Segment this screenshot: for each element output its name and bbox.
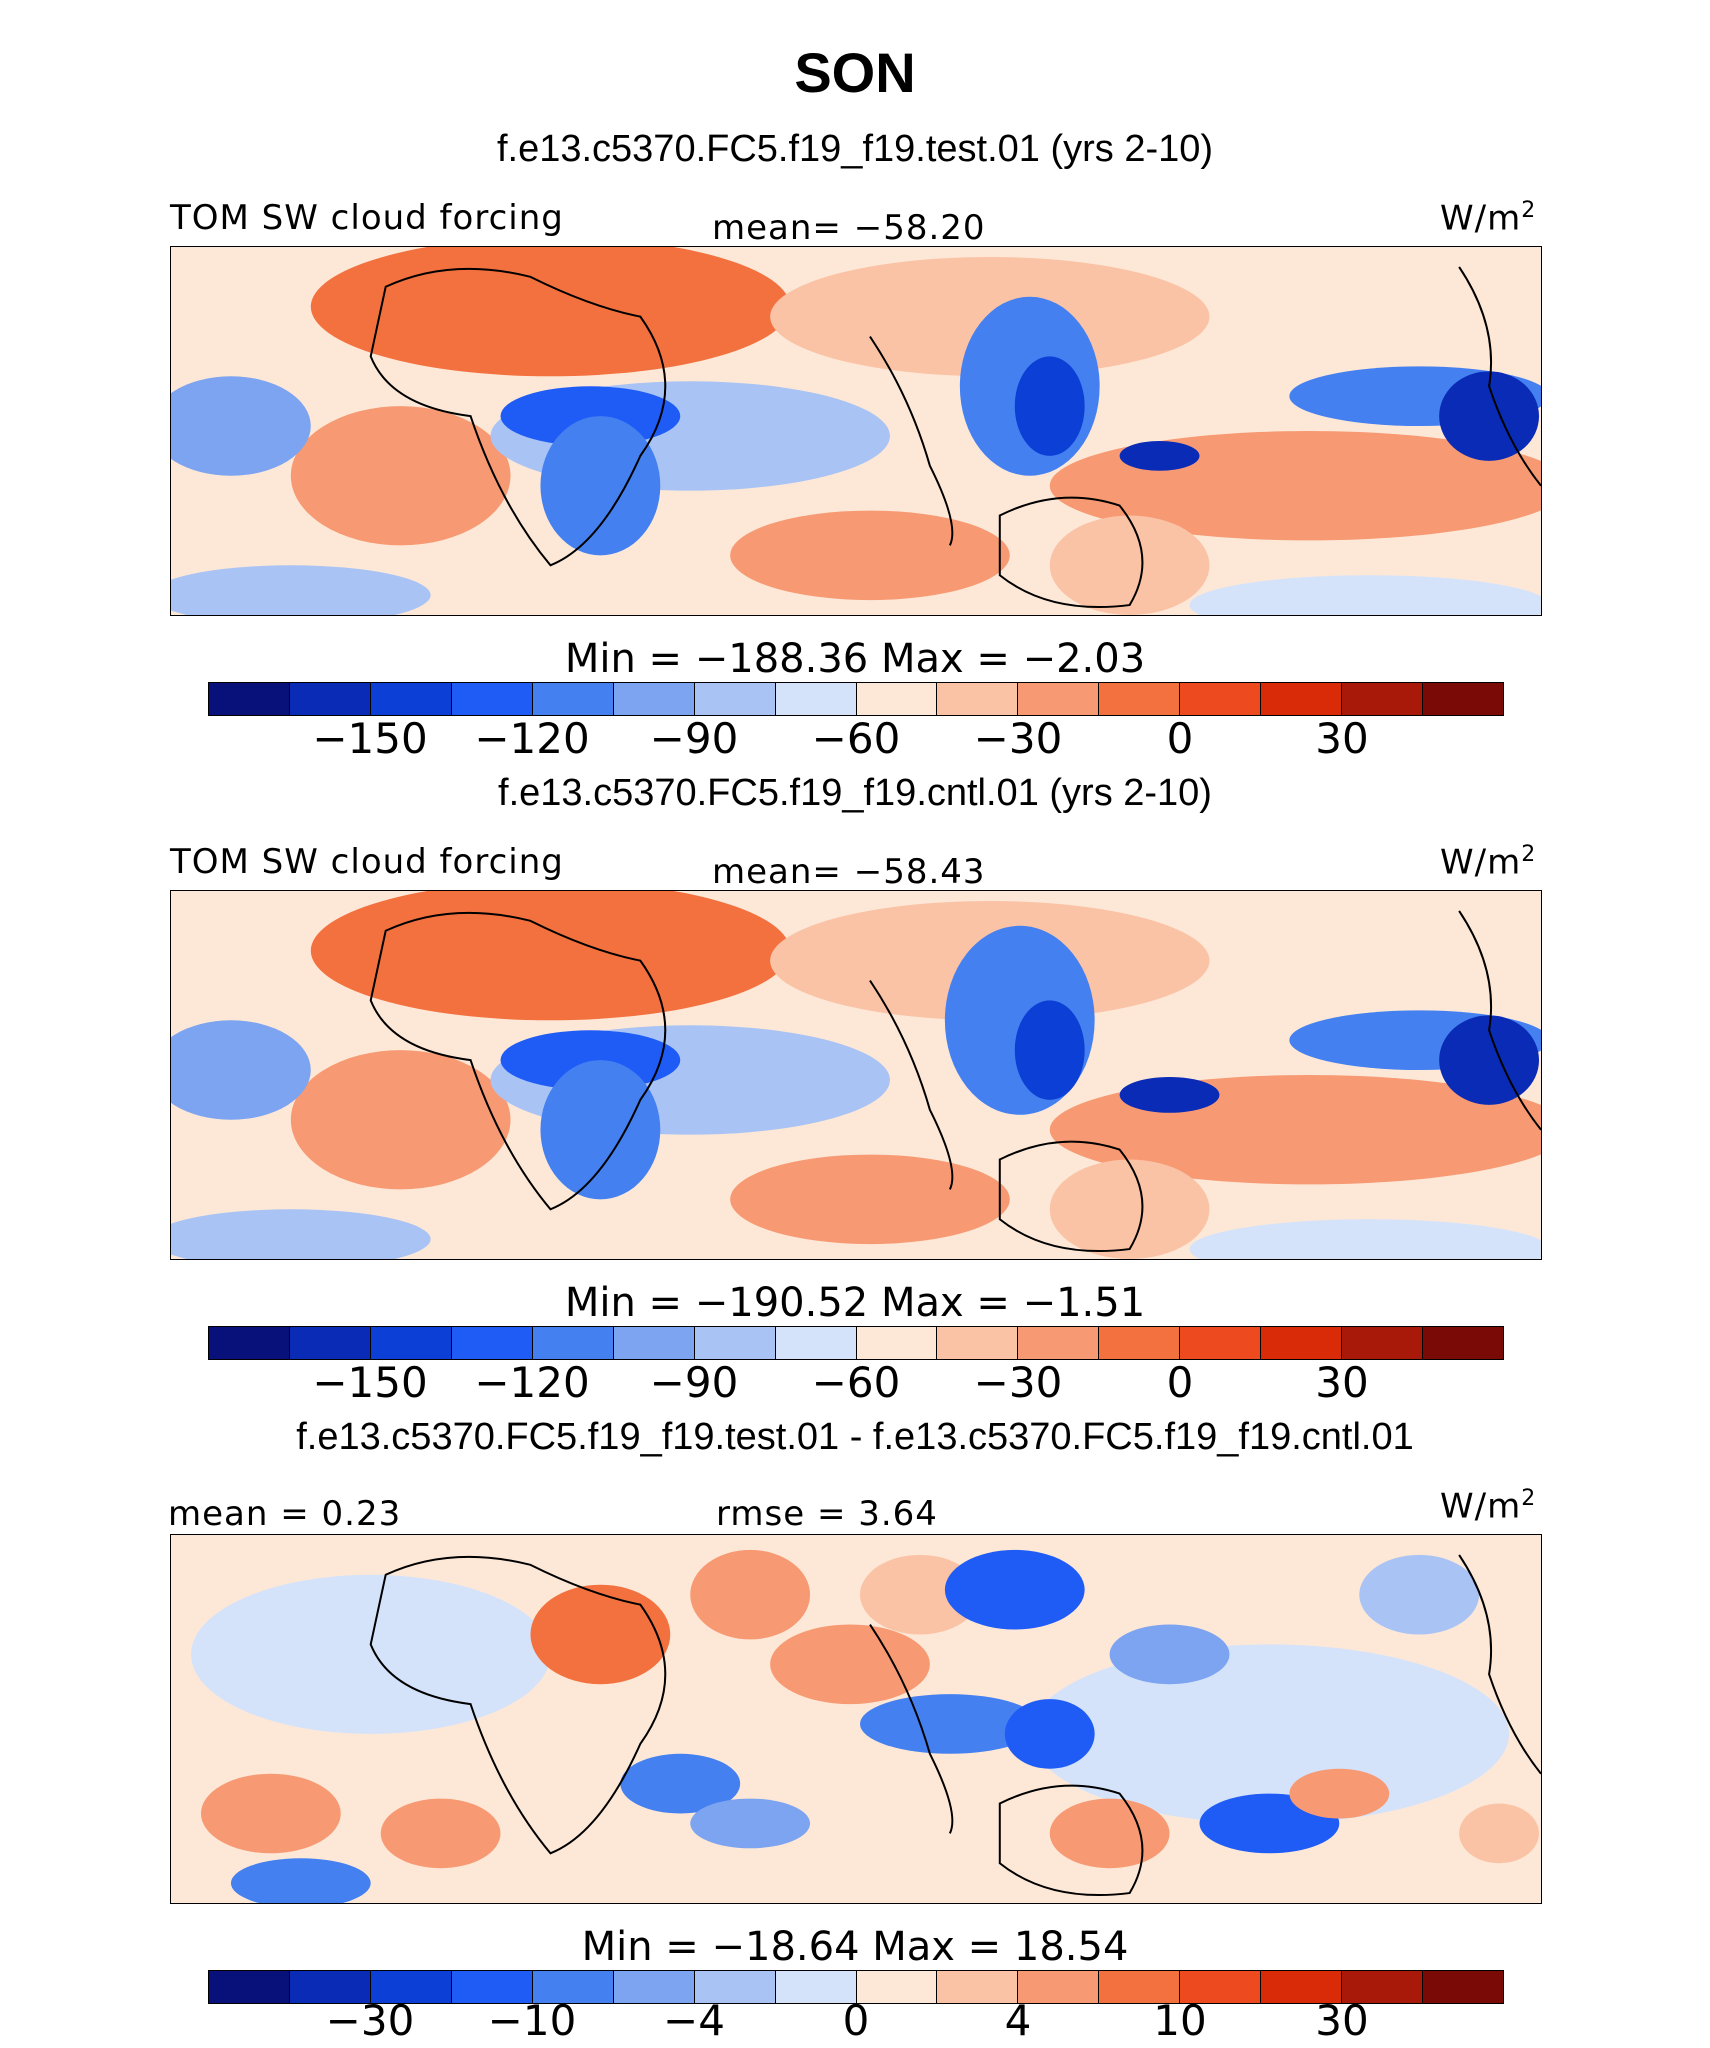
panel2-minmax: Min = −190.52 Max = −1.51 <box>564 1280 1146 1326</box>
colorbar-swatch <box>856 1971 938 2003</box>
panel2-tick-label: −150 <box>312 1358 428 1407</box>
panel1-colorbar-ticks: −150 −120 −90 −60 −30 0 30 <box>208 714 1504 768</box>
colorbar-swatch <box>289 1327 371 1359</box>
colorbar-swatch <box>1261 683 1343 715</box>
panel2-units: W/m2 <box>1440 842 1537 883</box>
colorbar-swatch <box>532 1971 614 2003</box>
colorbar-swatch <box>775 683 857 715</box>
panel1-tick-label: −150 <box>312 714 428 763</box>
colorbar-swatch <box>1423 1327 1503 1359</box>
panel1-tick-label: 30 <box>1315 714 1369 763</box>
colorbar-swatch <box>937 1971 1019 2003</box>
colorbar-swatch <box>613 1971 695 2003</box>
colorbar-swatch <box>1261 1971 1343 2003</box>
colorbar-swatch <box>1018 1971 1100 2003</box>
panel3-mean: mean = 0.23 <box>168 1494 402 1534</box>
panel1-tick-label: −120 <box>474 714 590 763</box>
panel1-tick-label: 0 <box>1166 714 1194 763</box>
panel3-map <box>170 1534 1542 1904</box>
colorbar-swatch <box>856 1327 938 1359</box>
colorbar-swatch <box>694 1327 776 1359</box>
panel3-tick-label: 10 <box>1153 2000 1207 2045</box>
colorbar-swatch <box>694 683 776 715</box>
colorbar-swatch <box>370 683 452 715</box>
panel1-map <box>170 246 1542 616</box>
panel3-units: W/m2 <box>1440 1486 1537 1527</box>
colorbar-swatch <box>613 1327 695 1359</box>
panel3-map-svg <box>171 1535 1541 1903</box>
panel1-map-svg <box>171 247 1541 615</box>
panel3-case-title: f.e13.c5370.FC5.f19_f19.test.01 - f.e13.… <box>296 1416 1414 1458</box>
panel3-rmse: rmse = 3.64 <box>716 1494 938 1534</box>
panel2-variable-label: TOM SW cloud forcing <box>170 842 564 882</box>
colorbar-swatch <box>370 1971 452 2003</box>
colorbar-swatch <box>1180 1971 1262 2003</box>
colorbar-swatch <box>1180 683 1262 715</box>
colorbar-swatch <box>856 683 938 715</box>
colorbar-swatch <box>532 683 614 715</box>
panel2-tick-label: −90 <box>649 1358 739 1407</box>
colorbar-swatch <box>1342 1971 1424 2003</box>
colorbar-swatch <box>1018 683 1100 715</box>
colorbar-swatch <box>1423 683 1503 715</box>
panel3-tick-label: 0 <box>842 2000 870 2045</box>
colorbar-swatch <box>1342 1327 1424 1359</box>
panel3-tick-label: 4 <box>1004 2000 1032 2045</box>
colorbar-swatch <box>775 1971 857 2003</box>
panel2-colorbar-ticks: −150 −120 −90 −60 −30 0 30 <box>208 1358 1504 1412</box>
panel1-variable-label: TOM SW cloud forcing <box>170 198 564 238</box>
colorbar-swatch <box>1099 1327 1181 1359</box>
panel3-colorbar <box>208 1970 1504 2004</box>
panel1-units: W/m2 <box>1440 198 1537 239</box>
colorbar-swatch <box>1018 1327 1100 1359</box>
panel2-colorbar <box>208 1326 1504 1360</box>
colorbar-swatch <box>451 1327 533 1359</box>
colorbar-swatch <box>937 1327 1019 1359</box>
panel1-tick-label: −90 <box>649 714 739 763</box>
colorbar-swatch <box>370 1327 452 1359</box>
panel2-map-svg <box>171 891 1541 1259</box>
colorbar-swatch <box>289 1971 371 2003</box>
colorbar-swatch <box>1342 683 1424 715</box>
panel2-tick-label: 30 <box>1315 1358 1369 1407</box>
colorbar-swatch <box>289 683 371 715</box>
panel1-mean: mean= −58.20 <box>712 208 986 248</box>
panel2-tick-label: −60 <box>811 1358 901 1407</box>
colorbar-swatch <box>209 683 290 715</box>
panel3-tick-label: −10 <box>487 2000 577 2045</box>
panel3-tick-label: 30 <box>1315 2000 1369 2045</box>
colorbar-swatch <box>451 1971 533 2003</box>
panel2-map <box>170 890 1542 1260</box>
colorbar-swatch <box>532 1327 614 1359</box>
panel3-colorbar-ticks: −30 −10 −4 0 4 10 30 <box>208 2000 1504 2048</box>
colorbar-swatch <box>1180 1327 1262 1359</box>
colorbar-swatch <box>613 683 695 715</box>
panel1-tick-label: −30 <box>973 714 1063 763</box>
panel1-colorbar <box>208 682 1504 716</box>
panel3-tick-label: −4 <box>663 2000 725 2045</box>
colorbar-swatch <box>451 683 533 715</box>
figure-title: SON <box>794 41 916 104</box>
panel2-tick-label: −120 <box>474 1358 590 1407</box>
colorbar-swatch <box>1099 683 1181 715</box>
colorbar-swatch <box>209 1971 290 2003</box>
panel2-mean: mean= −58.43 <box>712 852 986 892</box>
panel2-tick-label: −30 <box>973 1358 1063 1407</box>
colorbar-swatch <box>1423 1971 1503 2003</box>
colorbar-swatch <box>1261 1327 1343 1359</box>
panel2-case-title: f.e13.c5370.FC5.f19_f19.cntl.01 (yrs 2-1… <box>498 772 1212 814</box>
colorbar-swatch <box>1099 1971 1181 2003</box>
colorbar-swatch <box>775 1327 857 1359</box>
panel3-tick-label: −30 <box>325 2000 415 2045</box>
panel1-tick-label: −60 <box>811 714 901 763</box>
panel1-minmax: Min = −188.36 Max = −2.03 <box>564 636 1146 682</box>
colorbar-swatch <box>694 1971 776 2003</box>
panel3-minmax: Min = −18.64 Max = 18.54 <box>581 1924 1129 1970</box>
panel1-case-title: f.e13.c5370.FC5.f19_f19.test.01 (yrs 2-1… <box>496 128 1214 170</box>
panel2-tick-label: 0 <box>1166 1358 1194 1407</box>
colorbar-swatch <box>937 683 1019 715</box>
colorbar-swatch <box>209 1327 290 1359</box>
